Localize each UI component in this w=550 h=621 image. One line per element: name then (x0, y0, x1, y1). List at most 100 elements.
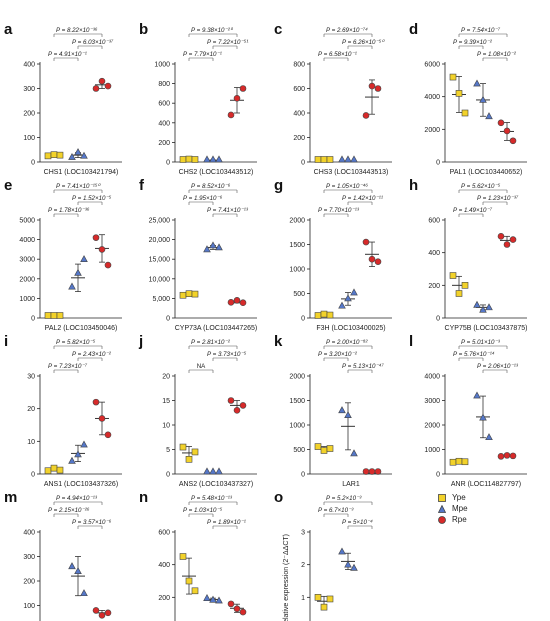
y-tick-label: 1000 (424, 447, 440, 454)
data-point (374, 258, 382, 265)
data-point (185, 455, 193, 463)
pvalue-label: P = 7.41×10⁻¹³ (207, 207, 249, 214)
data-point (497, 453, 505, 460)
data-point (485, 303, 493, 311)
series-rpe (92, 77, 112, 92)
panel-c: c 0 200 400 600 800 CHS3 (LOC103443513) P = 2.6… (274, 21, 392, 176)
pvalue-bracket: P = 1.89×10⁻¹ (207, 519, 246, 529)
y-tick-label: 0 (31, 316, 35, 323)
data-point (80, 440, 88, 448)
data-point (314, 443, 322, 450)
data-point (227, 397, 235, 404)
pvalue-bracket: P = 2.15×10⁻²⁶ (48, 507, 90, 517)
pvalue-bracket: P = 7.23×10⁻⁷ (48, 363, 88, 373)
series-rpe (497, 119, 517, 145)
data-point (227, 111, 235, 119)
data-point (74, 450, 82, 458)
data-point (203, 155, 211, 163)
data-point (44, 312, 52, 319)
legend-item-ype: Ype (438, 492, 468, 503)
pvalue-bracket: P = 7.79×10⁻¹ (183, 51, 222, 61)
data-point (179, 156, 187, 163)
y-tick-label: 0 (436, 472, 440, 479)
series-ype (179, 290, 199, 299)
y-tick-label: 0 (301, 160, 305, 167)
data-point (455, 90, 463, 97)
pvalue-label: P = 8.52×10⁻⁶ (191, 183, 231, 190)
series-mpe (473, 391, 493, 441)
data-point (203, 594, 211, 601)
series-mpe (473, 79, 493, 120)
series-rpe (497, 452, 517, 460)
y-tick-label: 25,000 (149, 218, 171, 225)
y-tick-label: 400 (23, 62, 35, 69)
data-point (92, 398, 100, 406)
pvalue-label: P = 5.01×10⁻³ (461, 339, 501, 346)
pvalue-bracket: P = 1.78×10⁻³⁶ (48, 207, 90, 217)
data-point (320, 156, 328, 163)
data-point (179, 553, 187, 560)
pvalue-bracket: P = 3.73×10⁻⁵ (207, 351, 247, 361)
pvalue-bracket: P = 1.95×10⁻⁶ (183, 195, 223, 205)
pvalue-bracket: P = 8.52×10⁻⁶ (188, 183, 238, 193)
pvalue-label: P = 2.15×10⁻²⁶ (48, 507, 90, 514)
panel-letter-d: d (409, 21, 418, 38)
data-point (485, 433, 493, 441)
data-point (209, 467, 217, 475)
panel-letter-o: o (274, 489, 283, 506)
pvalue-bracket: P = 1.42×10⁻¹¹ (342, 195, 383, 205)
data-point (350, 449, 358, 457)
data-point (461, 282, 469, 289)
panel-d: d 0 2000 4000 6000 PAL1 (LOC103440652) P = 7.5… (409, 21, 527, 176)
y-tick-label: 600 (428, 218, 440, 225)
y-tick-label: 0 (31, 160, 35, 167)
pvalue-bracket: P = 6.03×10⁻³⁷ (72, 39, 114, 49)
y-tick-label: 1000 (289, 423, 305, 430)
y-tick-label: 0 (166, 316, 170, 323)
data-point (68, 562, 76, 570)
y-tick-label: 20,000 (149, 237, 171, 244)
pvalue-label: P = 1.52×10⁻⁵ (72, 195, 112, 202)
y-tick-label: 200 (158, 595, 170, 602)
data-point (179, 443, 187, 451)
y-tick-label: 10,000 (149, 276, 171, 283)
data-point (449, 272, 457, 279)
pvalue-label: P = 2.69×10⁻⁷⁴ (326, 27, 368, 34)
panel-h: h 0 200 400 600 CYP75B (LOC103437875) P = 5.62… (409, 177, 527, 332)
pvalue-label: P = 7.22×10⁻⁵¹ (207, 39, 248, 46)
data-point (338, 406, 346, 414)
y-tick-label: 400 (158, 120, 170, 127)
data-point (503, 241, 511, 248)
data-point (233, 406, 241, 414)
pvalue-bracket: P = 8.22×10⁻³⁶ (53, 27, 103, 37)
pvalue-bracket: P = 5.01×10⁻³ (458, 339, 508, 349)
data-point (104, 82, 112, 90)
pvalue-bracket: P = 9.39×10⁻² (453, 39, 493, 49)
pvalue-bracket: P = 5.76×10⁻¹⁴ (453, 351, 495, 361)
data-point (50, 151, 58, 158)
series-ype (314, 594, 334, 611)
data-point (449, 73, 457, 81)
data-point (104, 609, 112, 617)
pvalue-bracket: P = 1.23×10⁻³⁷ (477, 195, 519, 205)
series-ype (44, 464, 64, 475)
series-mpe (338, 402, 358, 457)
series-ype (179, 553, 199, 595)
data-point (368, 255, 376, 263)
data-point (215, 155, 223, 163)
pvalue-label: P = 6.26×10⁻⁵⁰ (342, 39, 385, 46)
pvalue-bracket: P = 6.58×10⁻¹ (318, 51, 357, 61)
data-point (314, 594, 322, 601)
data-point (509, 236, 517, 243)
panel-letter-m: m (4, 489, 17, 506)
panel-letter-g: g (274, 177, 283, 194)
data-point (503, 127, 511, 135)
x-axis-label: ANS2 (LOC103437327) (179, 481, 253, 488)
y-tick-label: 300 (23, 86, 35, 93)
data-point (350, 288, 358, 296)
pvalue-bracket: P = 5.48×10⁻¹³ (188, 495, 238, 505)
x-axis-label: ANS1 (LOC103437326) (44, 481, 118, 488)
y-tick-label: 100 (23, 135, 35, 142)
pvalue-bracket: P = 5×10⁻⁴ (342, 519, 373, 529)
